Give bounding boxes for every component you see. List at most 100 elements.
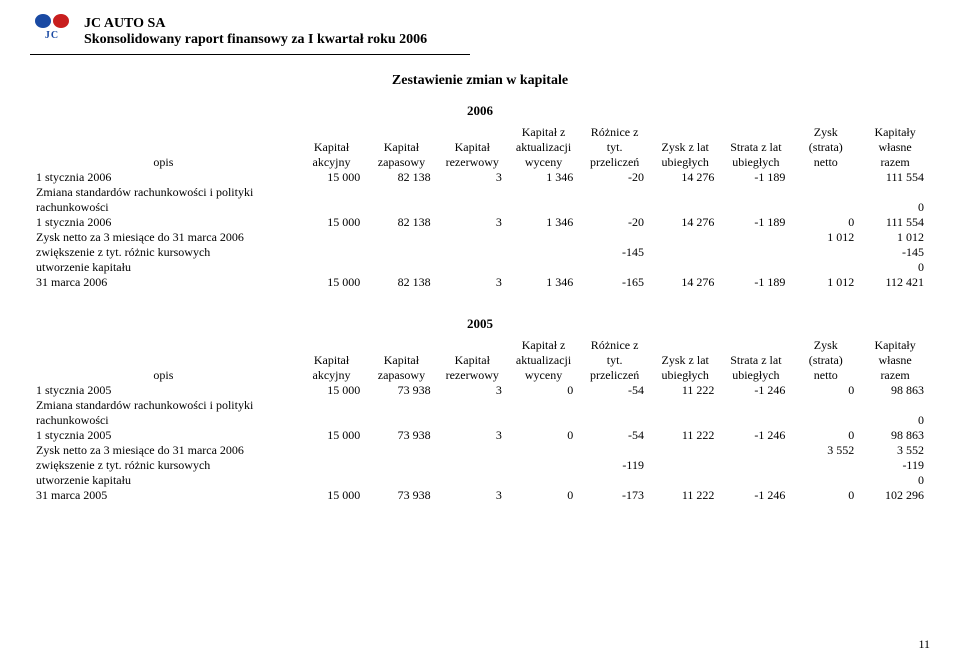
- row-value: [297, 443, 366, 458]
- row-value: [366, 443, 436, 458]
- col-header: ubiegłych: [650, 155, 720, 170]
- table-row: 1 stycznia 200515 00073 93830-5411 222-1…: [30, 428, 930, 443]
- row-value: 3: [437, 428, 508, 443]
- row-value: [297, 185, 366, 215]
- row-value: [579, 260, 650, 275]
- row-value: 0: [508, 383, 579, 398]
- table-row: zwiększenie z tyt. różnic kursowych-145-…: [30, 245, 930, 260]
- row-label: 1 stycznia 2005: [30, 383, 297, 398]
- row-value: [720, 398, 791, 428]
- row-label: 31 marca 2005: [30, 488, 297, 503]
- row-value: 3: [437, 488, 508, 503]
- row-value: [579, 230, 650, 245]
- row-value: 82 138: [366, 275, 436, 290]
- row-value: 111 554: [860, 215, 930, 230]
- table-row: 31 marca 200615 00082 13831 346-16514 27…: [30, 275, 930, 290]
- row-value: 3: [437, 170, 508, 185]
- table-row: Zysk netto za 3 miesiące do 31 marca 200…: [30, 230, 930, 245]
- header-divider: [30, 54, 470, 55]
- row-value: 1 012: [791, 275, 860, 290]
- col-header-opis: opis: [30, 155, 297, 170]
- section-title: Zestawienie zmian w kapitale: [30, 73, 930, 89]
- row-value: 3 552: [791, 443, 860, 458]
- row-value: 1 346: [508, 170, 579, 185]
- logo-text: JC: [30, 30, 74, 41]
- col-header: Kapitał: [437, 353, 508, 368]
- row-value: [508, 473, 579, 488]
- row-value: [437, 443, 508, 458]
- row-value: [650, 458, 720, 473]
- company-name: JC AUTO SA: [84, 16, 427, 32]
- row-value: [437, 458, 508, 473]
- row-value: 111 554: [860, 170, 930, 185]
- col-header: tyt.: [579, 353, 650, 368]
- row-value: 112 421: [860, 275, 930, 290]
- table-body-2006: 1 stycznia 200615 00082 13831 346-2014 2…: [30, 170, 930, 290]
- row-value: [297, 260, 366, 275]
- report-subtitle: Skonsolidowany raport finansowy za I kwa…: [84, 32, 427, 48]
- row-value: -1 189: [720, 170, 791, 185]
- row-value: [366, 458, 436, 473]
- row-value: 0: [791, 428, 860, 443]
- row-value: 15 000: [297, 383, 366, 398]
- row-value: [437, 260, 508, 275]
- row-value: 0: [791, 215, 860, 230]
- row-value: [508, 458, 579, 473]
- row-value: [579, 185, 650, 215]
- col-header: razem: [860, 368, 930, 383]
- row-value: [297, 473, 366, 488]
- row-value: [437, 185, 508, 215]
- col-header: netto: [791, 155, 860, 170]
- col-header: zapasowy: [366, 155, 436, 170]
- row-value: 15 000: [297, 275, 366, 290]
- col-header-opis: opis: [30, 368, 297, 383]
- row-value: 1 012: [791, 230, 860, 245]
- title-block: JC AUTO SA Skonsolidowany raport finanso…: [84, 14, 427, 48]
- row-value: -20: [579, 170, 650, 185]
- table-row: 1 stycznia 200515 00073 93830-5411 222-1…: [30, 383, 930, 398]
- row-value: 14 276: [650, 275, 720, 290]
- row-value: [579, 398, 650, 428]
- row-value: [650, 185, 720, 215]
- row-value: [366, 185, 436, 215]
- row-value: 98 863: [860, 428, 930, 443]
- col-header: przeliczeń: [579, 155, 650, 170]
- row-label: zwiększenie z tyt. różnic kursowych: [30, 245, 297, 260]
- row-value: 0: [508, 428, 579, 443]
- row-value: -119: [860, 458, 930, 473]
- table-row: 1 stycznia 200615 00082 13831 346-2014 2…: [30, 170, 930, 185]
- row-value: [720, 185, 791, 215]
- row-value: [720, 473, 791, 488]
- row-value: 0: [860, 260, 930, 275]
- row-value: [791, 473, 860, 488]
- col-header: Zysk: [791, 338, 860, 353]
- row-value: -1 246: [720, 428, 791, 443]
- row-value: -145: [579, 245, 650, 260]
- col-header: akcyjny: [297, 155, 366, 170]
- table-row: utworzenie kapitału0: [30, 260, 930, 275]
- row-value: -1 246: [720, 488, 791, 503]
- col-header: Różnice z: [579, 125, 650, 140]
- col-header: wyceny: [508, 155, 579, 170]
- col-header: netto: [791, 368, 860, 383]
- row-value: [297, 398, 366, 428]
- row-value: [437, 230, 508, 245]
- row-value: 0: [860, 185, 930, 215]
- row-value: -1 246: [720, 383, 791, 398]
- row-value: [508, 443, 579, 458]
- col-header: ubiegłych: [720, 155, 791, 170]
- col-header: Strata z lat: [720, 140, 791, 155]
- row-value: -165: [579, 275, 650, 290]
- row-value: [650, 260, 720, 275]
- col-header: przeliczeń: [579, 368, 650, 383]
- table-row: Zmiana standardów rachunkowości i polity…: [30, 398, 930, 428]
- row-value: [791, 245, 860, 260]
- table-row: 1 stycznia 200615 00082 13831 346-2014 2…: [30, 215, 930, 230]
- row-value: [508, 260, 579, 275]
- equity-table-2006: Kapitał z Różnice z Zysk Kapitały Kapita…: [30, 125, 930, 290]
- col-header: Zysk: [791, 125, 860, 140]
- col-header: Kapitał: [366, 353, 436, 368]
- col-header: (strata): [791, 140, 860, 155]
- col-header: aktualizacji: [508, 140, 579, 155]
- row-value: 11 222: [650, 488, 720, 503]
